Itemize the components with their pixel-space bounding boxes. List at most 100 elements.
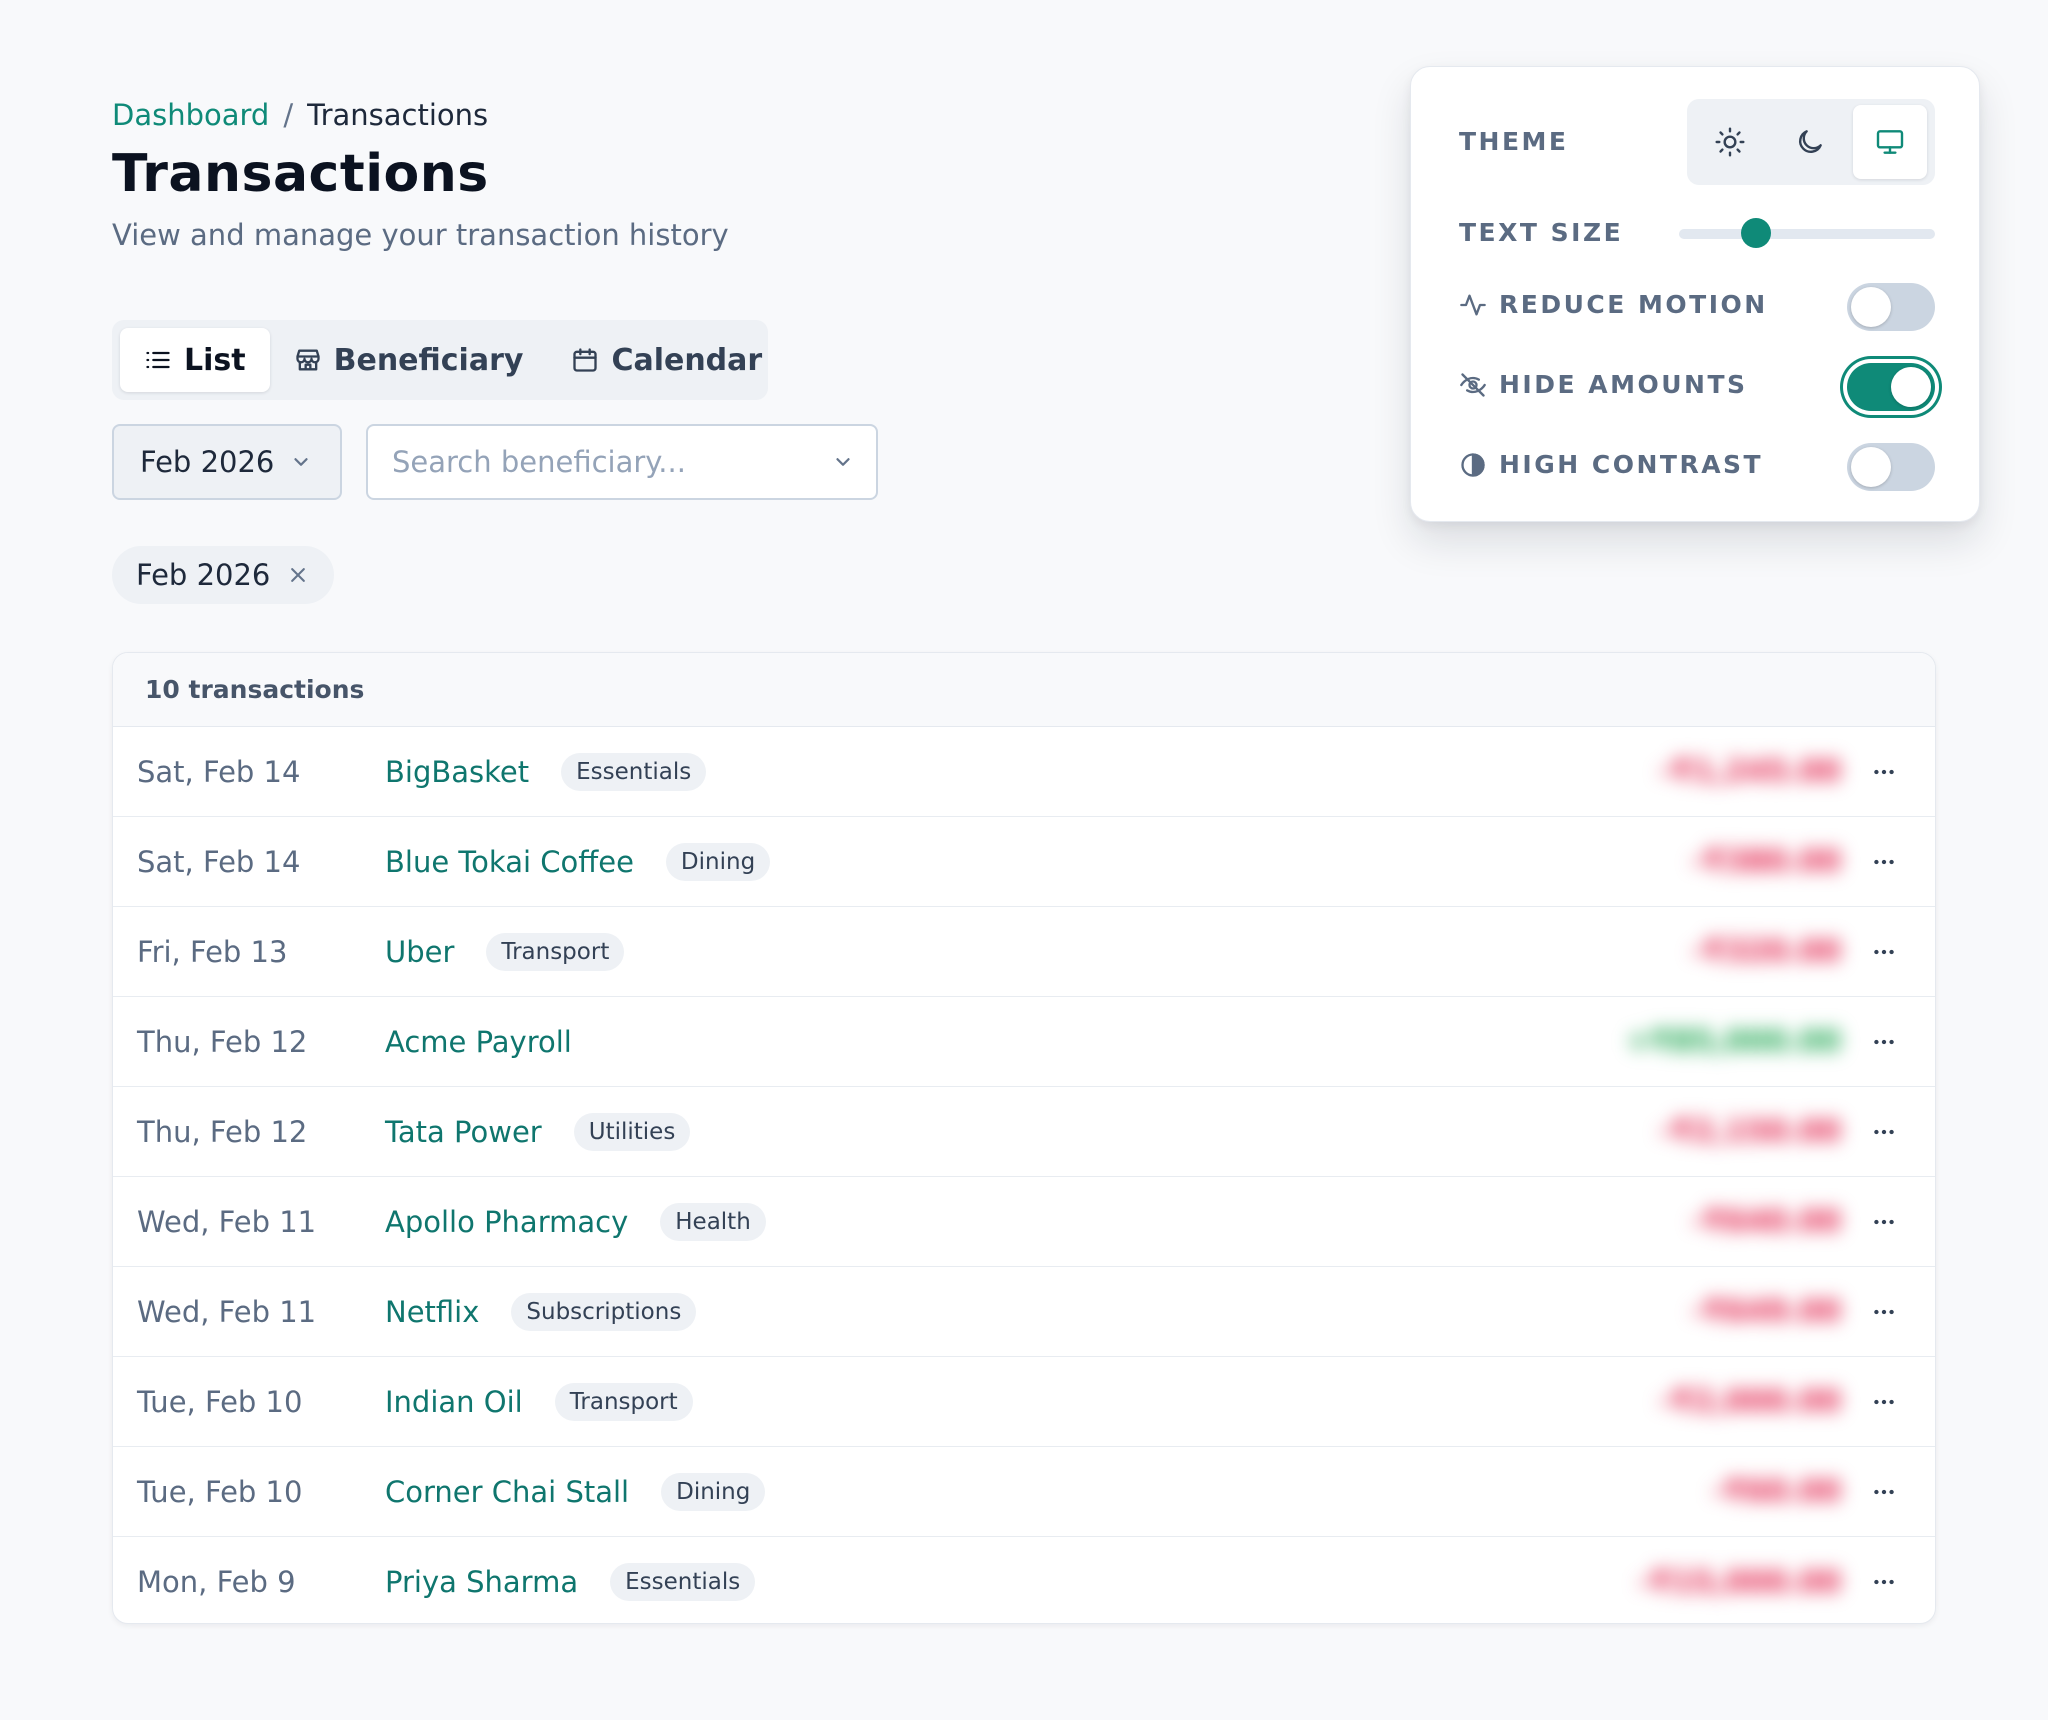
merchant-link[interactable]: BigBasket <box>385 754 530 789</box>
breadcrumb-dashboard-link[interactable]: Dashboard <box>112 98 270 132</box>
text-size-label: TEXT SIZE <box>1459 218 1624 247</box>
tab-beneficiary-label: Beneficiary <box>333 342 524 378</box>
text-size-slider-thumb[interactable] <box>1740 218 1771 248</box>
category-badge: Transport <box>554 1382 693 1421</box>
transaction-date: Thu, Feb 12 <box>137 1024 308 1059</box>
transaction-date: Fri, Feb 13 <box>137 934 288 969</box>
table-row[interactable]: Sat, Feb 14 Blue Tokai Coffee Dining -₹3… <box>113 817 1935 907</box>
transaction-merchant: BigBasket Essentials <box>385 752 707 791</box>
transaction-merchant: Netflix Subscriptions <box>385 1292 697 1331</box>
more-actions-button[interactable] <box>1869 1117 1899 1147</box>
more-actions-button[interactable] <box>1869 1207 1899 1237</box>
breadcrumb-current: Transactions <box>307 98 489 132</box>
transaction-merchant: Priya Sharma Essentials <box>385 1563 756 1601</box>
transaction-merchant: Blue Tokai Coffee Dining <box>385 842 771 881</box>
merchant-link[interactable]: Acme Payroll <box>385 1024 572 1059</box>
more-actions-button[interactable] <box>1869 1477 1899 1507</box>
theme-dark-button[interactable] <box>1773 105 1847 179</box>
more-actions-button[interactable] <box>1869 757 1899 787</box>
active-filter-chip: Feb 2026 <box>112 546 335 604</box>
transaction-date: Thu, Feb 12 <box>137 1114 308 1149</box>
table-row[interactable]: Mon, Feb 9 Priya Sharma Essentials -₹15,… <box>113 1537 1935 1623</box>
transaction-date: Sat, Feb 14 <box>137 844 301 879</box>
table-row[interactable]: Wed, Feb 11 Apollo Pharmacy Health -₹640… <box>113 1177 1935 1267</box>
transaction-date: Tue, Feb 10 <box>137 1474 303 1509</box>
text-size-slider[interactable] <box>1679 218 1935 248</box>
transaction-merchant: Uber Transport <box>385 932 625 971</box>
reduce-motion-toggle[interactable] <box>1847 283 1935 331</box>
merchant-link[interactable]: Priya Sharma <box>385 1565 579 1599</box>
transaction-amount: -₹60.00 <box>1712 1474 1841 1509</box>
merchant-link[interactable]: Indian Oil <box>385 1384 523 1419</box>
transaction-merchant: Apollo Pharmacy Health <box>385 1202 766 1241</box>
display-settings-panel: THEME TEXT SIZE REDUCE MOTION <box>1410 66 1980 522</box>
table-row[interactable]: Thu, Feb 12 Acme Payroll +₹85,000.00 <box>113 997 1935 1087</box>
table-row[interactable]: Thu, Feb 12 Tata Power Utilities -₹2,150… <box>113 1087 1935 1177</box>
more-actions-button[interactable] <box>1869 1567 1899 1597</box>
high-contrast-toggle[interactable] <box>1847 443 1935 491</box>
merchant-link[interactable]: Netflix <box>385 1294 480 1329</box>
tab-calendar-label: Calendar <box>611 342 763 378</box>
more-horizontal-icon <box>1874 1489 1894 1494</box>
beneficiary-search-input[interactable] <box>392 445 812 479</box>
category-badge: Dining <box>665 842 771 881</box>
category-badge: Essentials <box>610 1563 756 1601</box>
more-actions-button[interactable] <box>1869 1297 1899 1327</box>
eye-off-icon <box>1460 372 1486 397</box>
transaction-amount: -₹2,150.00 <box>1659 1114 1841 1149</box>
more-actions-button[interactable] <box>1869 937 1899 967</box>
table-row[interactable]: Sat, Feb 14 BigBasket Essentials -₹1,245… <box>113 727 1935 817</box>
month-select[interactable]: Feb 2026 <box>112 424 342 500</box>
table-row[interactable]: Tue, Feb 10 Corner Chai Stall Dining -₹6… <box>113 1447 1935 1537</box>
merchant-link[interactable]: Uber <box>385 934 455 969</box>
moon-icon <box>1799 130 1822 153</box>
tab-list[interactable]: List <box>120 328 270 392</box>
merchant-link[interactable]: Tata Power <box>385 1114 542 1149</box>
category-badge: Dining <box>661 1472 766 1511</box>
table-row[interactable]: Tue, Feb 10 Indian Oil Transport -₹2,000… <box>113 1357 1935 1447</box>
theme-system-button[interactable] <box>1853 105 1927 179</box>
tab-beneficiary[interactable]: Beneficiary <box>270 328 548 392</box>
transactions-card: 10 transactions Sat, Feb 14 BigBasket Es… <box>112 652 1936 1624</box>
table-row[interactable]: Wed, Feb 11 Netflix Subscriptions -₹649.… <box>113 1267 1935 1357</box>
chevron-down-icon <box>294 458 308 466</box>
tab-list-label: List <box>184 342 246 378</box>
view-tabs: List Beneficiary Calendar <box>112 320 768 400</box>
more-horizontal-icon <box>1874 769 1894 774</box>
transaction-merchant: Corner Chai Stall Dining <box>385 1472 766 1511</box>
more-horizontal-icon <box>1874 1399 1894 1404</box>
breadcrumb: Dashboard / Transactions <box>112 98 488 132</box>
toggle-knob <box>1851 447 1891 487</box>
more-actions-button[interactable] <box>1869 847 1899 877</box>
list-icon <box>146 351 170 369</box>
theme-light-button[interactable] <box>1693 105 1767 179</box>
merchant-link[interactable]: Apollo Pharmacy <box>385 1204 629 1239</box>
sun-icon <box>1715 127 1745 157</box>
transaction-date: Wed, Feb 11 <box>137 1204 317 1239</box>
hide-amounts-label: HIDE AMOUNTS <box>1459 370 1748 399</box>
page-subtitle: View and manage your transaction history <box>112 218 729 252</box>
more-horizontal-icon <box>1874 1309 1894 1314</box>
close-icon[interactable] <box>288 565 308 585</box>
transaction-amount: -₹2,000.00 <box>1659 1384 1841 1419</box>
merchant-link[interactable]: Corner Chai Stall <box>385 1474 630 1509</box>
more-actions-button[interactable] <box>1869 1027 1899 1057</box>
hide-amounts-toggle[interactable] <box>1847 363 1935 411</box>
more-horizontal-icon <box>1874 1579 1894 1585</box>
category-badge: Essentials <box>561 752 707 791</box>
theme-selector <box>1687 99 1935 185</box>
beneficiary-search-select[interactable] <box>366 424 878 500</box>
high-contrast-label: HIGH CONTRAST <box>1459 450 1763 479</box>
transaction-merchant: Tata Power Utilities <box>385 1112 691 1151</box>
calendar-icon <box>573 348 598 372</box>
tab-calendar[interactable]: Calendar <box>547 328 786 392</box>
transaction-amount: -₹15,000.00 <box>1638 1564 1841 1600</box>
transaction-amount: -₹1,245.00 <box>1659 754 1841 789</box>
table-row[interactable]: Fri, Feb 13 Uber Transport -₹320.00 <box>113 907 1935 997</box>
merchant-link[interactable]: Blue Tokai Coffee <box>385 844 634 879</box>
transaction-date: Sat, Feb 14 <box>137 754 301 789</box>
transaction-amount: -₹320.00 <box>1691 934 1841 969</box>
store-icon <box>295 349 320 371</box>
more-horizontal-icon <box>1874 949 1894 954</box>
more-actions-button[interactable] <box>1869 1387 1899 1417</box>
